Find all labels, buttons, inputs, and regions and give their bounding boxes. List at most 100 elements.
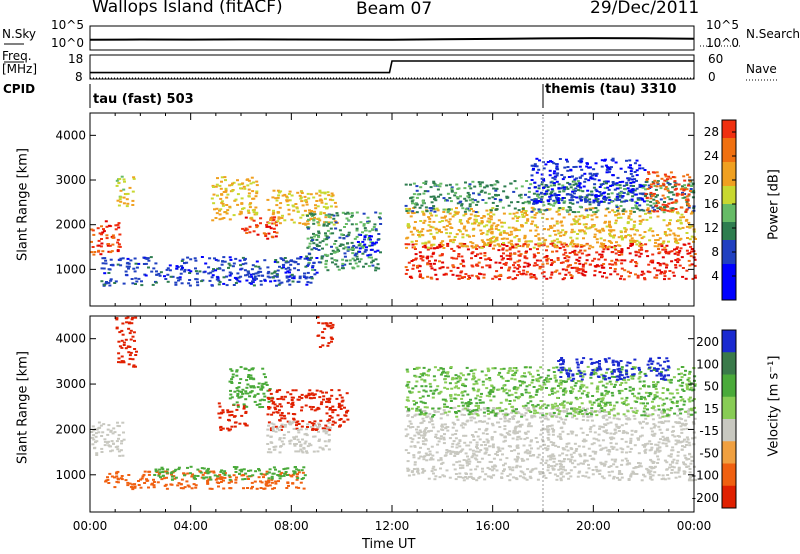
- power-cell: [154, 281, 158, 284]
- power-cell: [689, 212, 693, 215]
- power-cell: [356, 258, 359, 261]
- power-cell: [280, 281, 284, 284]
- velocity-cell: [223, 472, 227, 475]
- velocity-cell: [642, 473, 645, 476]
- power-cell: [592, 186, 596, 189]
- power-cell: [596, 241, 599, 244]
- velocity-cell: [475, 445, 478, 448]
- power-cell: [610, 229, 614, 232]
- velocity-cell: [158, 471, 162, 474]
- power-cell: [303, 199, 307, 202]
- velocity-cell: [286, 401, 290, 404]
- power-cell: [315, 238, 319, 241]
- power-cell: [525, 257, 529, 260]
- velocity-cell: [675, 462, 679, 465]
- power-cell: [426, 246, 430, 249]
- power-cell: [660, 271, 664, 274]
- power-cell: [558, 247, 562, 250]
- power-cell: [545, 190, 549, 193]
- power-cell: [566, 169, 570, 172]
- power-cell: [324, 214, 328, 217]
- power-cell: [463, 243, 467, 245]
- velocity-cell: [314, 424, 317, 427]
- velocity-cell: [236, 404, 240, 407]
- power-cell: [316, 221, 320, 224]
- velocity-cell: [652, 466, 656, 469]
- velocity-cell: [601, 439, 605, 442]
- power-cell: [424, 182, 428, 185]
- power-cell: [119, 200, 123, 203]
- power-cell: [557, 194, 561, 196]
- power-cell: [562, 242, 566, 245]
- velocity-cell: [296, 420, 300, 423]
- power-cell: [601, 275, 604, 278]
- power-cell: [493, 244, 497, 247]
- velocity-cell: [205, 476, 208, 479]
- power-cell: [438, 221, 442, 223]
- velocity-cell: [619, 447, 623, 450]
- power-cell: [531, 209, 535, 212]
- velocity-cell: [295, 478, 299, 481]
- power-cell: [649, 204, 653, 207]
- velocity-cell: [645, 422, 649, 425]
- power-cell: [517, 209, 521, 212]
- power-cell: [284, 261, 288, 264]
- velocity-cell: [422, 443, 425, 445]
- velocity-cell: [317, 430, 320, 433]
- power-cell: [549, 276, 553, 279]
- power-cell: [559, 221, 563, 224]
- power-cell: [404, 272, 408, 275]
- power-cell: [147, 266, 150, 269]
- power-cell: [125, 198, 129, 201]
- power-cell: [552, 224, 556, 227]
- velocity-cell: [538, 470, 542, 473]
- power-cell: [562, 186, 566, 189]
- power-cell: [577, 189, 580, 192]
- power-cell: [475, 275, 479, 278]
- power-cell: [535, 201, 539, 204]
- velocity-cell: [616, 417, 620, 420]
- power-cell: [241, 256, 245, 259]
- power-cell: [670, 260, 674, 263]
- velocity-cell: [124, 347, 128, 350]
- power-cell: [430, 214, 434, 217]
- velocity-cell: [235, 369, 239, 372]
- power-cell: [428, 217, 432, 220]
- power-cell: [670, 250, 674, 253]
- velocity-cell: [558, 454, 562, 457]
- velocity-cell: [547, 433, 551, 436]
- power-cell: [601, 192, 605, 195]
- power-cell: [606, 207, 610, 210]
- velocity-cell: [94, 435, 98, 438]
- power-cell: [502, 243, 506, 246]
- power-cell: [653, 245, 657, 248]
- power-cell: [668, 198, 672, 201]
- power-cell: [661, 194, 665, 197]
- power-cell: [251, 190, 255, 193]
- power-cell: [532, 202, 536, 205]
- power-cell: [467, 218, 471, 221]
- power-cell: [672, 274, 676, 277]
- power-cell: [592, 199, 596, 202]
- power-cell: [591, 207, 595, 210]
- velocity-cell: [260, 387, 264, 390]
- velocity-cell: [462, 434, 466, 437]
- velocity-cell: [603, 410, 607, 413]
- power-cell: [561, 184, 565, 187]
- velocity-cell: [513, 458, 517, 461]
- velocity-cell: [242, 474, 246, 477]
- power-cell: [578, 230, 582, 233]
- velocity-cell: [262, 382, 266, 385]
- power-cell: [306, 214, 309, 217]
- velocity-cell: [607, 449, 611, 451]
- power-cell: [258, 267, 262, 270]
- power-cell: [410, 240, 414, 243]
- power-cell: [517, 240, 521, 243]
- power-cell: [592, 225, 596, 228]
- power-cell: [640, 208, 644, 211]
- power-cell: [432, 205, 436, 208]
- power-cell: [478, 183, 482, 186]
- power-cell: [653, 267, 657, 270]
- power-cell: [181, 266, 184, 269]
- velocity-cell: [111, 432, 115, 435]
